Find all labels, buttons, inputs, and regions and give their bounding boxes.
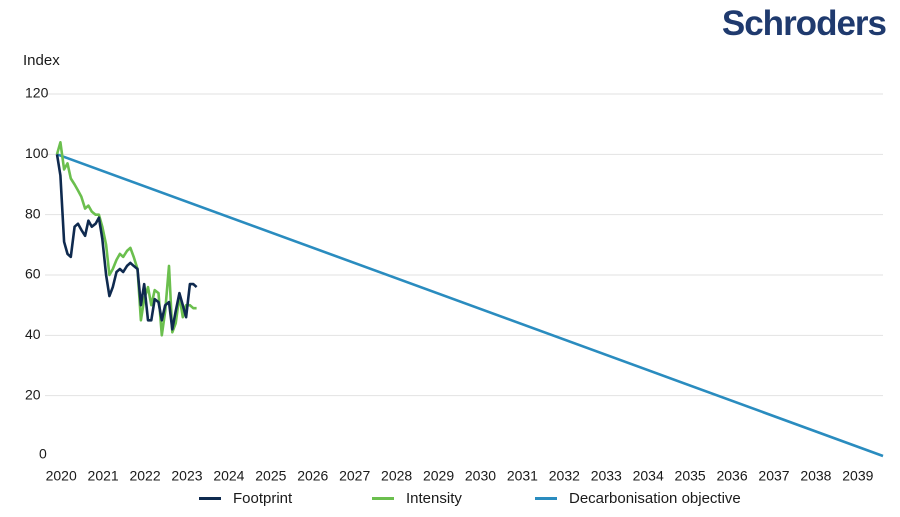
y-tick-label: 60 bbox=[25, 266, 41, 282]
x-tick-label: 2026 bbox=[297, 468, 328, 484]
x-tick-label: 2033 bbox=[591, 468, 622, 484]
legend-label-footprint: Footprint bbox=[233, 490, 293, 507]
legend-swatch-decarbonisation bbox=[535, 497, 557, 500]
legend-label-intensity: Intensity bbox=[406, 490, 462, 507]
x-tick-label: 2035 bbox=[675, 468, 706, 484]
y-tick-label: 20 bbox=[25, 386, 41, 402]
x-tick-label: 2030 bbox=[465, 468, 496, 484]
legend-swatch-footprint bbox=[199, 497, 221, 500]
x-tick-label: 2037 bbox=[758, 468, 789, 484]
x-tick-label: 2028 bbox=[381, 468, 412, 484]
x-tick-label: 2027 bbox=[339, 468, 370, 484]
series-line-decarbonisation-objective bbox=[56, 153, 884, 458]
x-tick-label: 2022 bbox=[129, 468, 160, 484]
series-line-footprint bbox=[55, 154, 198, 331]
y-tick-label: 0 bbox=[39, 446, 47, 462]
legend: Footprint Intensity Decarbonisation obje… bbox=[0, 490, 900, 510]
x-tick-label: 2021 bbox=[88, 468, 119, 484]
y-tick-labels: 0 20 40 60 80 100 120 bbox=[25, 85, 49, 462]
gridlines bbox=[45, 93, 883, 397]
y-tick-label: 40 bbox=[25, 326, 41, 342]
legend-item-decarbonisation: Decarbonisation objective bbox=[535, 490, 741, 507]
x-tick-label: 2029 bbox=[423, 468, 454, 484]
x-tick-label: 2036 bbox=[716, 468, 747, 484]
x-tick-label: 2034 bbox=[633, 468, 664, 484]
y-tick-label: 80 bbox=[25, 205, 41, 221]
schroders-logo: Schroders bbox=[721, 4, 887, 43]
y-tick-label: 100 bbox=[25, 145, 49, 161]
x-tick-label: 2031 bbox=[507, 468, 538, 484]
legend-item-footprint: Footprint bbox=[199, 490, 292, 507]
x-tick-label: 2024 bbox=[213, 468, 244, 484]
series-lines bbox=[55, 141, 884, 458]
x-tick-labels: 2020 2021 2022 2023 2024 2025 2026 2027 2028 2029… bbox=[46, 468, 874, 484]
legend-item-intensity: Intensity bbox=[372, 490, 462, 507]
x-tick-label: 2023 bbox=[171, 468, 202, 484]
x-tick-label: 2039 bbox=[842, 468, 873, 484]
y-axis-label: Index bbox=[23, 52, 60, 69]
x-tick-label: 2020 bbox=[46, 468, 77, 484]
x-tick-label: 2032 bbox=[549, 468, 580, 484]
x-tick-label: 2038 bbox=[800, 468, 831, 484]
legend-label-decarbonisation: Decarbonisation objective bbox=[569, 490, 741, 507]
y-tick-label: 120 bbox=[25, 85, 49, 101]
legend-swatch-intensity bbox=[372, 497, 394, 500]
x-tick-label: 2025 bbox=[255, 468, 286, 484]
